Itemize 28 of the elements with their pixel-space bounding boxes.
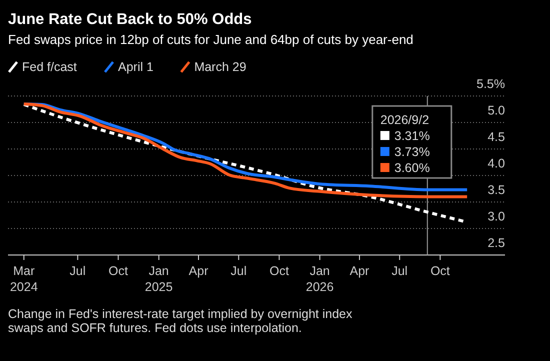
y-tick-label: 3.0 [488,210,506,224]
y-tick-label: 4.5 [488,130,506,144]
annotation: 3.73% [394,145,430,159]
annotation: 3.31% [394,129,430,143]
text: Change in Fed's interest-rate target implied by overnight index swaps and SOFR futures. Fed dots use interpolation. [8,307,353,335]
x-tick-label: Jul [230,264,247,278]
y-tick-label: 3.5 [488,183,506,197]
chart-title: June Rate Cut Back to 50% Odds [8,11,252,28]
x-tick-label: Mar 2024 [10,264,38,294]
y-tick-label: 4.0 [488,156,506,170]
x-tick-label: Jul [392,264,408,278]
ref-line-label: 2026/9/2 [380,113,430,127]
x-tick-label: Oct [430,264,450,278]
x-tick-label: Jan 2026 [306,264,334,294]
y-tick-label: 2.5 [488,236,506,250]
y-tick-label: 5.5% [476,77,505,91]
legend-label: March 29 [194,60,246,74]
x-tick-label: Jan 2025 [144,264,173,294]
chart-subtitle: Fed swaps price in 12bp of cuts for June and 64bp of cuts by year-end [8,32,414,47]
x-tick-label: Oct [269,264,290,278]
legend-label: April 1 [118,60,154,74]
x-tick-label: Oct [108,264,128,278]
x-tick-label: Apr [188,264,208,278]
annotation: 3.60% [394,161,430,175]
y-tick-label: 5.0 [488,104,506,118]
x-tick-label: Jul [70,264,86,278]
legend-label: Fed f/cast [22,60,78,74]
x-tick-label: Apr [350,264,370,278]
